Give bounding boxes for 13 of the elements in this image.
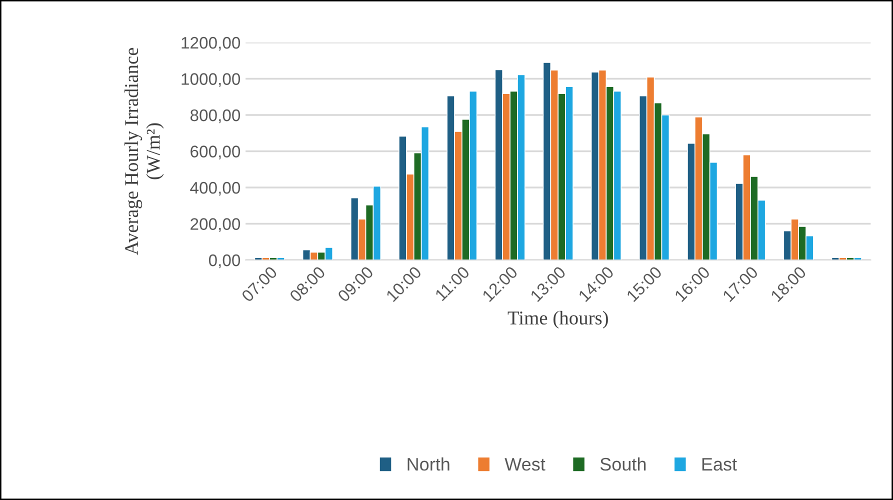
y-tick-label: 200,00 <box>190 218 240 232</box>
y-tick-label: 400,00 <box>190 182 240 196</box>
legend-label: West <box>504 458 546 471</box>
legend-label: South <box>600 457 646 471</box>
y-tick-label: 600,00 <box>190 146 240 160</box>
legend-label: East <box>702 458 737 471</box>
legend-label: North <box>408 457 450 471</box>
y-tick-label: 1200,00 <box>182 36 240 51</box>
x-axis-title: Time (hours) <box>508 310 608 329</box>
y-axis-title: Average Hourly Irradiance (W/m²) <box>124 48 164 256</box>
y-tick-label: 0,00 <box>208 254 240 268</box>
y-tick-label: 1000,00 <box>182 73 240 87</box>
y-tick-label: 800,00 <box>190 109 240 124</box>
